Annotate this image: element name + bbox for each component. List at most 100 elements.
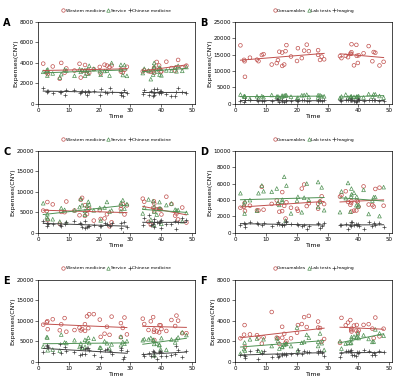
Point [106, 73, 113, 79]
Point [315, 318, 321, 324]
X-axis label: Time: Time [306, 372, 322, 377]
Point [338, 55, 345, 61]
Point [259, 184, 265, 190]
Point [175, 218, 181, 225]
Point [63, 220, 70, 226]
Point [338, 93, 345, 99]
Point [356, 93, 362, 99]
Point [151, 204, 158, 210]
Point [108, 351, 115, 357]
Point [141, 199, 148, 205]
Point [276, 341, 282, 347]
Point [141, 66, 148, 72]
Point [98, 344, 104, 351]
Point [356, 327, 362, 333]
Point [242, 348, 248, 354]
Point [148, 76, 154, 82]
Point [281, 61, 288, 68]
Point [366, 348, 372, 354]
Point [282, 341, 289, 347]
Point [283, 199, 290, 205]
Point [317, 199, 323, 205]
Point [40, 349, 46, 355]
Point [120, 356, 126, 362]
Point [279, 222, 285, 228]
Point [274, 197, 280, 204]
Point [151, 224, 157, 230]
Point [58, 60, 64, 66]
Point [318, 93, 325, 99]
Y-axis label: Expenses(CNY): Expenses(CNY) [211, 297, 216, 344]
Point [40, 69, 46, 75]
Point [156, 329, 162, 336]
Point [370, 335, 377, 341]
Point [172, 207, 178, 213]
Point [337, 209, 343, 215]
Point [276, 202, 282, 208]
Point [50, 90, 56, 96]
Point [168, 221, 175, 227]
Point [158, 206, 164, 212]
Point [282, 215, 289, 222]
Point [156, 199, 163, 205]
Point [62, 344, 68, 350]
Point [276, 49, 282, 55]
Point [140, 91, 146, 97]
Point [354, 322, 360, 328]
Point [173, 343, 180, 349]
Point [255, 190, 262, 196]
Point [44, 211, 50, 217]
Point [173, 313, 180, 319]
Point [345, 180, 351, 186]
Point [281, 342, 288, 348]
Point [82, 67, 88, 73]
Point [356, 223, 362, 229]
Point [78, 69, 84, 75]
Point [79, 351, 85, 357]
Point [360, 322, 367, 328]
Point [156, 90, 162, 96]
Point [351, 334, 357, 340]
Point [241, 201, 247, 207]
Point [44, 334, 50, 340]
Point [306, 349, 312, 355]
Point [63, 68, 70, 74]
Point [294, 98, 300, 104]
Point [90, 217, 97, 223]
Point [163, 91, 170, 97]
Point [315, 343, 321, 349]
Point [354, 333, 360, 339]
Point [355, 203, 361, 209]
Point [101, 347, 108, 353]
Point [76, 66, 83, 72]
Point [104, 68, 110, 74]
Point [276, 95, 282, 101]
Point [338, 346, 345, 352]
Point [158, 69, 164, 75]
Point [281, 203, 288, 209]
Point [124, 201, 130, 207]
Point [84, 223, 90, 230]
Point [56, 341, 63, 347]
Point [366, 202, 372, 208]
Point [260, 336, 267, 342]
Point [304, 349, 310, 355]
Point [355, 350, 361, 356]
Point [345, 348, 351, 354]
Point [342, 221, 349, 227]
Point [279, 344, 285, 350]
Point [86, 223, 92, 229]
Point [348, 97, 354, 103]
Point [274, 335, 280, 341]
Point [318, 350, 325, 356]
Point [282, 340, 289, 346]
Point [108, 89, 115, 95]
Text: A: A [3, 18, 11, 28]
Point [342, 341, 349, 347]
Point [183, 63, 190, 69]
Point [369, 223, 376, 229]
Point [85, 88, 92, 94]
Point [145, 212, 152, 218]
Point [276, 99, 282, 105]
Point [355, 60, 361, 66]
